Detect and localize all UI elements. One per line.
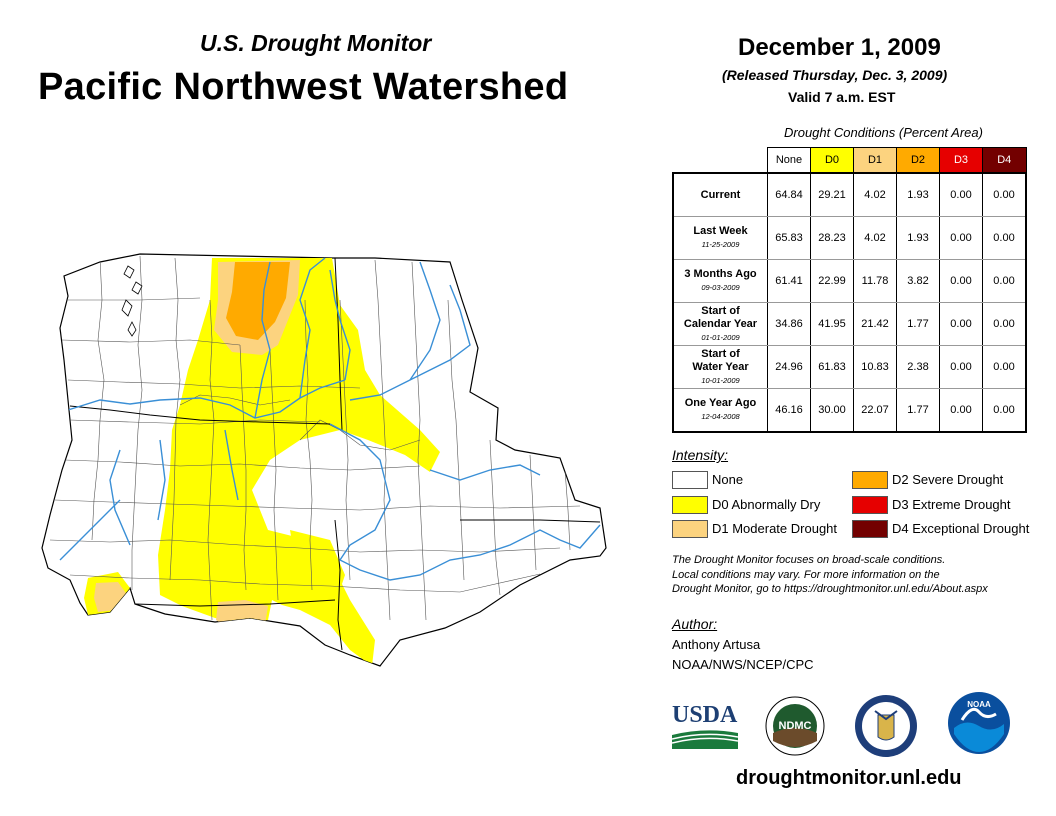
table-cell: 0.00: [982, 216, 1027, 260]
table-cell: 0.00: [939, 172, 983, 217]
table-cell: 0.00: [939, 345, 983, 389]
table-cell: 29.21: [810, 172, 854, 217]
row-label: 3 Months Ago 09-03-2009: [672, 259, 768, 303]
table-cell: 41.95: [810, 302, 854, 346]
table-cell: 0.00: [939, 302, 983, 346]
county-lines: [49, 255, 581, 621]
table-row: Start of Calendar Year 01-01-2009 34.86 41…: [672, 302, 1027, 346]
table-cell: 46.16: [767, 388, 811, 433]
noaa-logo-text: NOAA: [967, 700, 991, 709]
legend-label-none: None: [712, 472, 744, 487]
table-cell: 21.42: [853, 302, 897, 346]
page-title: Pacific Northwest Watershed: [38, 66, 569, 108]
author-org: NOAA/NWS/NCEP/CPC: [672, 657, 814, 672]
table-row: 3 Months Ago 09-03-2009 61.41 22.99 11.78…: [672, 259, 1027, 303]
row-label: Last Week 11-25-2009: [672, 216, 768, 260]
d0-area-central: [290, 530, 345, 590]
table-cell: 0.00: [939, 259, 983, 303]
table-row: Start of Water Year 10-01-2009 24.96 61.83…: [672, 345, 1027, 389]
usda-logo-text: USDA: [672, 702, 738, 728]
table-cell: 0.00: [982, 172, 1027, 217]
table-cell: 24.96: [767, 345, 811, 389]
disclaimer-note: The Drought Monitor focuses on broad-sca…: [672, 553, 988, 597]
ndmc-logo-text: NDMC: [779, 720, 812, 732]
table-cell: 10.83: [853, 345, 897, 389]
subtitle: U.S. Drought Monitor: [200, 30, 432, 56]
legend-swatch-d2: [852, 471, 888, 489]
row-label: One Year Ago 12-04-2008: [672, 388, 768, 433]
website-url[interactable]: droughtmonitor.unl.edu: [736, 767, 962, 789]
legend-swatch-d0: [672, 496, 708, 514]
table-cell: 0.00: [982, 345, 1027, 389]
usda-logo: USDA: [671, 702, 739, 749]
note-line: The Drought Monitor focuses on broad-sca…: [672, 554, 946, 566]
col-header-d4: D4: [982, 147, 1027, 174]
col-header-d3: D3: [939, 147, 983, 174]
legend-swatch-d1: [672, 520, 708, 538]
table-cell: 1.93: [896, 216, 940, 260]
table-cell: 0.00: [939, 388, 983, 433]
table-cell: 4.02: [853, 172, 897, 217]
table-row: One Year Ago 12-04-2008 46.16 30.00 22.07…: [672, 388, 1027, 433]
table-cell: 22.99: [810, 259, 854, 303]
usda-waves-icon: [671, 730, 739, 749]
legend-label-d2: D2 Severe Drought: [892, 472, 1004, 487]
author-heading: Author:: [672, 616, 718, 632]
legend-label-d1: D1 Moderate Drought: [712, 521, 838, 536]
table-cell: 3.82: [896, 259, 940, 303]
table-cell: 65.83: [767, 216, 811, 260]
table-cell: 0.00: [982, 259, 1027, 303]
legend-swatch-d3: [852, 496, 888, 514]
noaa-logo: NOAA: [948, 692, 1010, 754]
col-header-d2: D2: [896, 147, 940, 174]
col-header-none: None: [767, 147, 811, 174]
legend-label-d0: D0 Abnormally Dry: [712, 497, 821, 512]
commerce-seal-logo: [855, 695, 917, 757]
table-cell: 11.78: [853, 259, 897, 303]
table-cell: 0.00: [939, 216, 983, 260]
d0-area-main: [158, 258, 440, 666]
table-cell: 22.07: [853, 388, 897, 433]
legend-swatch-d4: [852, 520, 888, 538]
legend-title: Intensity:: [672, 447, 729, 463]
table-cell: 61.41: [767, 259, 811, 303]
col-header-d1: D1: [853, 147, 897, 174]
table-cell: 2.38: [896, 345, 940, 389]
legend-label-d3: D3 Extreme Drought: [892, 497, 1011, 512]
table-row: Current 64.84 29.21 4.02 1.93 0.00 0.00: [672, 172, 1027, 217]
table-cell: 1.77: [896, 302, 940, 346]
state-borders: [69, 257, 601, 651]
table-cell: 34.86: [767, 302, 811, 346]
table-cell: 0.00: [982, 302, 1027, 346]
row-label: Start of Calendar Year 01-01-2009: [672, 302, 768, 346]
table-cell: 61.83: [810, 345, 854, 389]
table-caption: Drought Conditions (Percent Area): [784, 125, 983, 140]
table-cell: 1.93: [896, 172, 940, 217]
river-network: [59, 257, 601, 581]
author-name: Anthony Artusa: [672, 637, 761, 652]
legend-label-d4: D4 Exceptional Drought: [892, 521, 1030, 536]
table-cell: 64.84: [767, 172, 811, 217]
release-date: (Released Thursday, Dec. 3, 2009): [722, 67, 948, 83]
row-label: Start of Water Year 10-01-2009: [672, 345, 768, 389]
row-label: Current: [672, 172, 768, 217]
drought-conditions-table: None D0 D1 D2 D3 D4 Current 64.84 29.21 …: [672, 147, 1027, 433]
table-cell: 1.77: [896, 388, 940, 433]
col-header-d0: D0: [810, 147, 854, 174]
table-cell: 0.00: [982, 388, 1027, 433]
legend-swatch-none: [672, 471, 708, 489]
puget-sound-islands: [121, 265, 143, 337]
note-line: Drought Monitor, go to https://droughtmo…: [672, 583, 988, 595]
valid-time: Valid 7 a.m. EST: [788, 89, 896, 105]
table-row: Last Week 11-25-2009 65.83 28.23 4.02 1.9…: [672, 216, 1027, 260]
note-line: Local conditions may vary. For more info…: [672, 568, 940, 581]
drought-map: [41, 253, 607, 667]
table-corner: [673, 148, 768, 174]
table-cell: 4.02: [853, 216, 897, 260]
d2-area-north: [226, 262, 290, 340]
map-date: December 1, 2009: [738, 34, 941, 61]
table-cell: 28.23: [810, 216, 854, 260]
ndmc-logo: NDMC: [765, 696, 825, 756]
table-cell: 30.00: [810, 388, 854, 433]
